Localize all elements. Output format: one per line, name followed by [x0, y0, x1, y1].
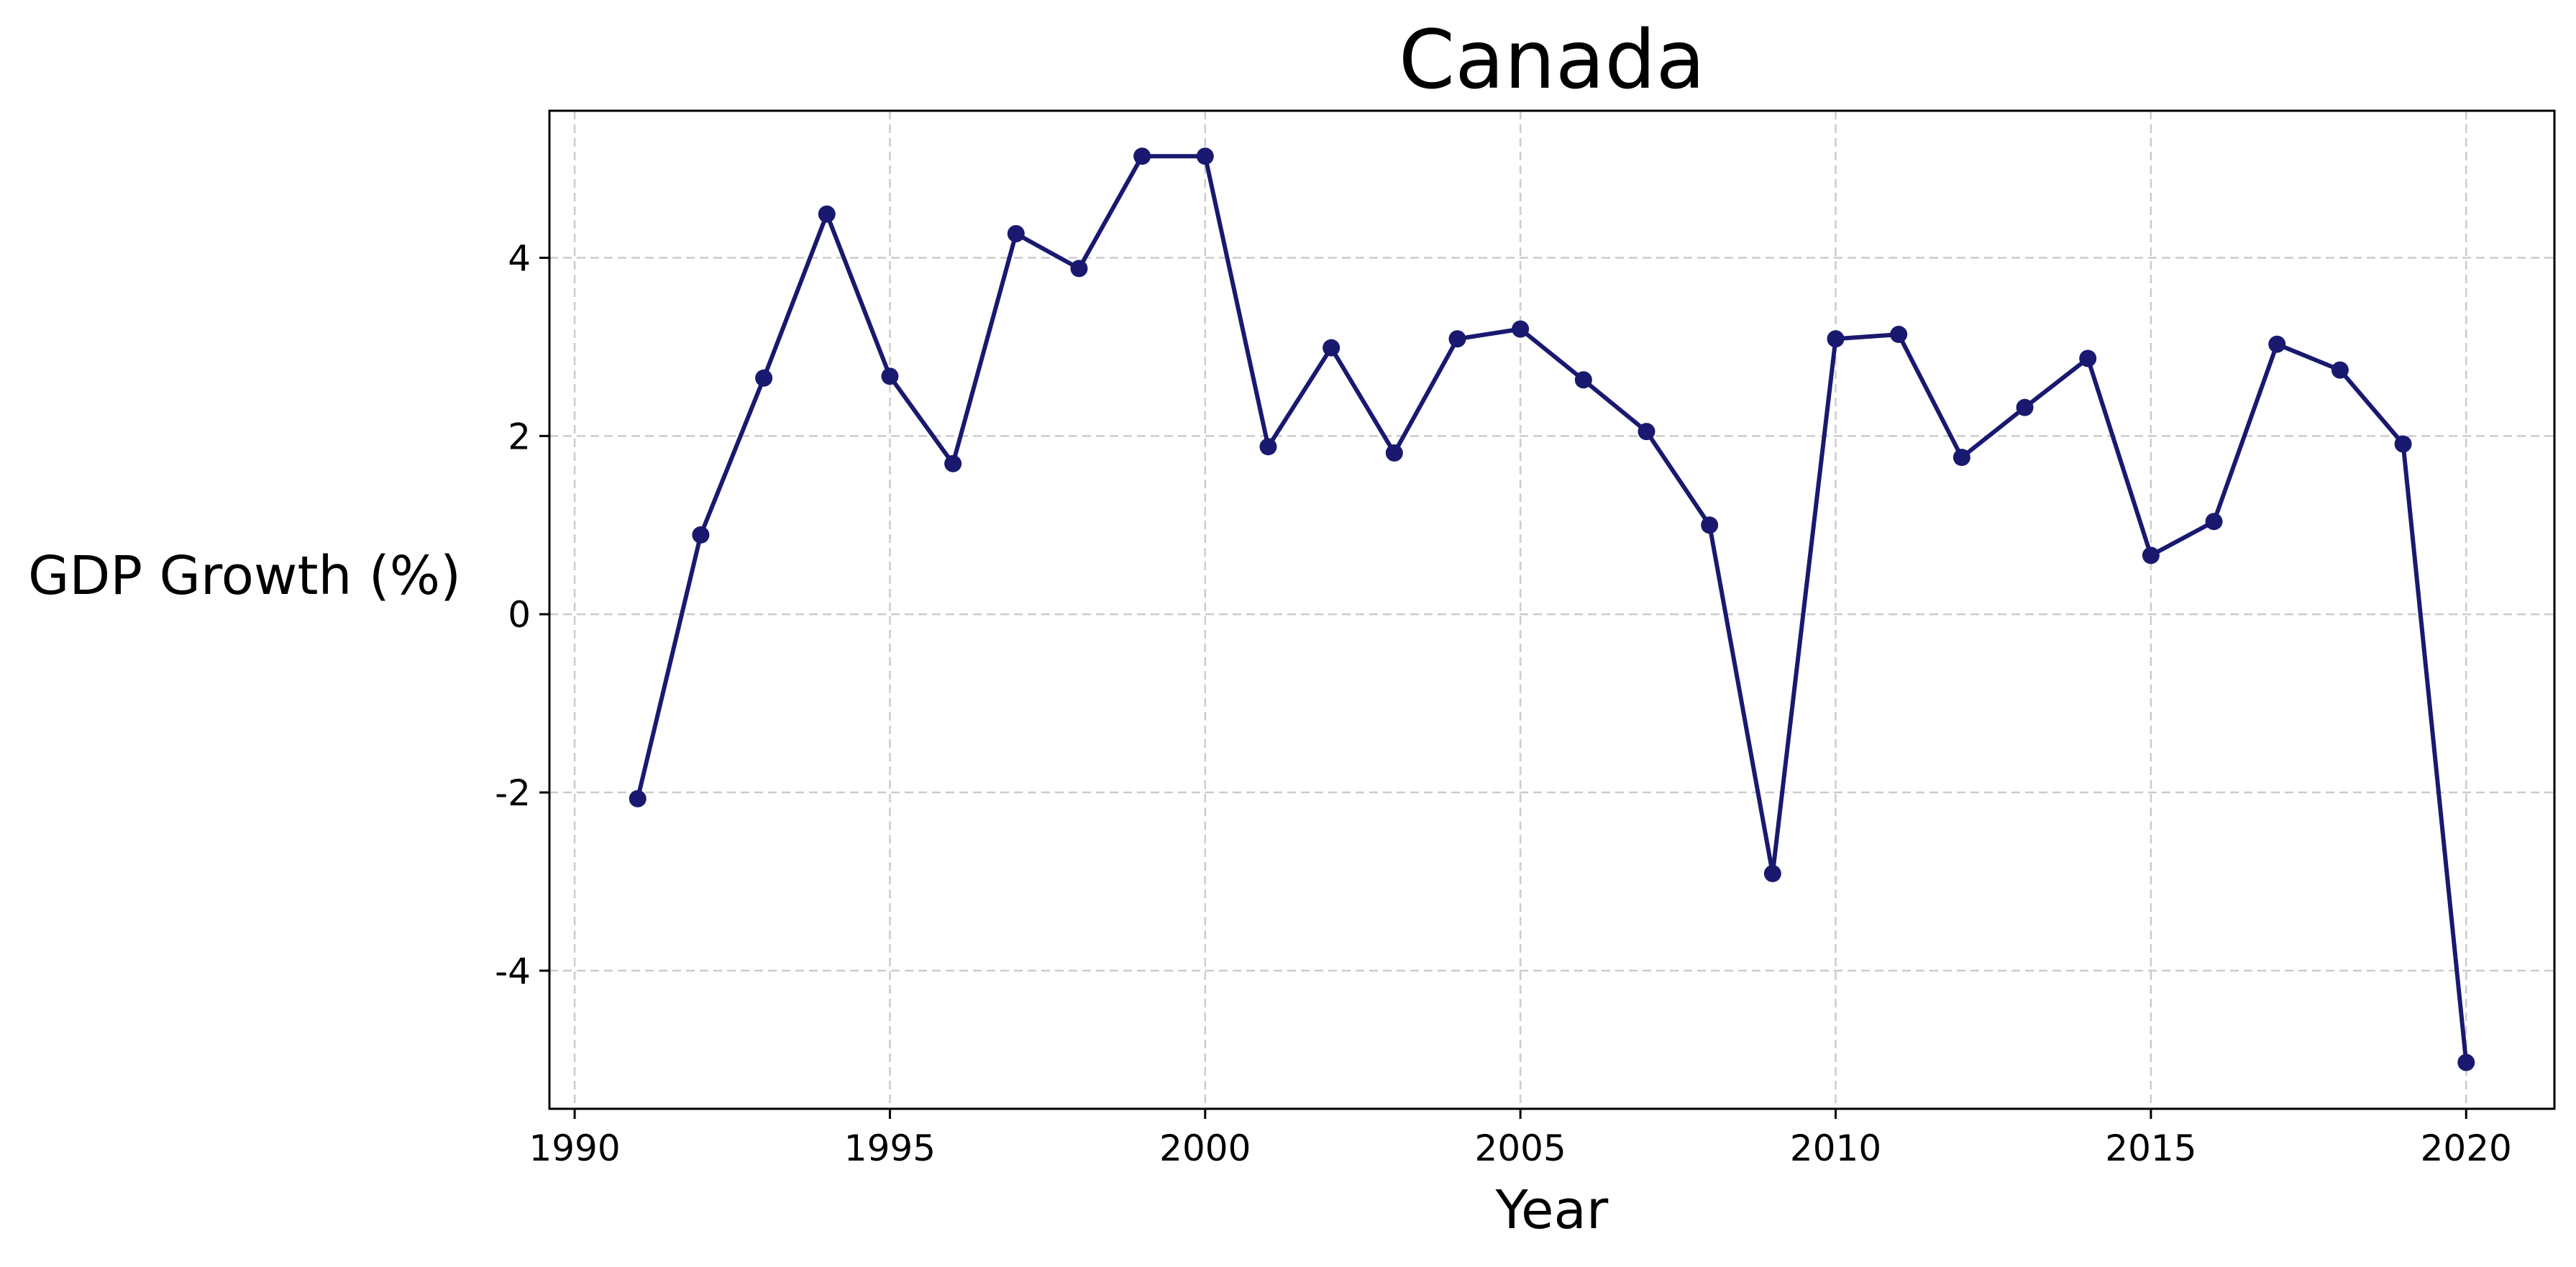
data-point — [2394, 435, 2412, 453]
data-point — [2331, 361, 2349, 379]
x-tick-label: 2000 — [1159, 1128, 1251, 1169]
x-tick-label: 2005 — [1475, 1128, 1566, 1169]
data-point — [1007, 225, 1025, 243]
data-point — [2142, 546, 2160, 564]
series — [629, 147, 2475, 1071]
data-point — [2016, 398, 2034, 416]
data-point — [692, 526, 710, 544]
chart-title: Canada — [1399, 14, 1705, 107]
x-tick-label: 2015 — [2105, 1128, 2196, 1169]
axis-ticks — [539, 256, 2467, 1119]
data-point — [944, 454, 962, 472]
y-tick-label: 0 — [508, 594, 531, 636]
y-tick-label: -2 — [495, 772, 531, 814]
series-line — [635, 154, 2469, 1065]
data-point — [1070, 260, 1088, 278]
y-tick-label: -4 — [495, 951, 531, 992]
data-point — [1574, 371, 1592, 389]
data-point — [1512, 320, 1530, 338]
data-point — [1701, 516, 1719, 534]
data-point — [2457, 1053, 2475, 1071]
data-point — [629, 790, 647, 808]
data-point — [1890, 326, 1908, 344]
data-point — [818, 205, 836, 223]
data-point — [1448, 330, 1466, 348]
data-point — [1259, 438, 1277, 456]
x-tick-label: 1995 — [844, 1128, 936, 1169]
y-tick-label: 2 — [508, 416, 531, 457]
data-point — [755, 369, 773, 387]
data-point — [2205, 513, 2223, 531]
data-point — [1763, 864, 1781, 882]
x-axis-title: Year — [1495, 1179, 1609, 1241]
grid — [549, 111, 2554, 1109]
data-point — [2268, 335, 2286, 353]
data-point — [2079, 349, 2097, 367]
plot-area-frame — [548, 109, 2556, 1110]
data-point — [1385, 444, 1403, 462]
x-tick-label: 1990 — [529, 1128, 620, 1169]
tick-labels: 1990 1995 2000 2005 2010 2015 2020 -4 -2 0 2 4 — [495, 237, 2512, 1169]
data-point — [1196, 147, 1214, 165]
data-point — [1827, 330, 1845, 348]
data-point — [1323, 339, 1340, 357]
data-point — [1133, 147, 1151, 165]
data-point — [881, 367, 899, 385]
y-axis-title: GDP Growth (%) — [28, 545, 461, 607]
y-tick-label: 4 — [508, 237, 531, 279]
x-tick-label: 2010 — [1790, 1128, 1881, 1169]
data-point — [1952, 449, 1970, 467]
data-point — [1638, 423, 1655, 441]
x-tick-label: 2020 — [2421, 1128, 2512, 1169]
